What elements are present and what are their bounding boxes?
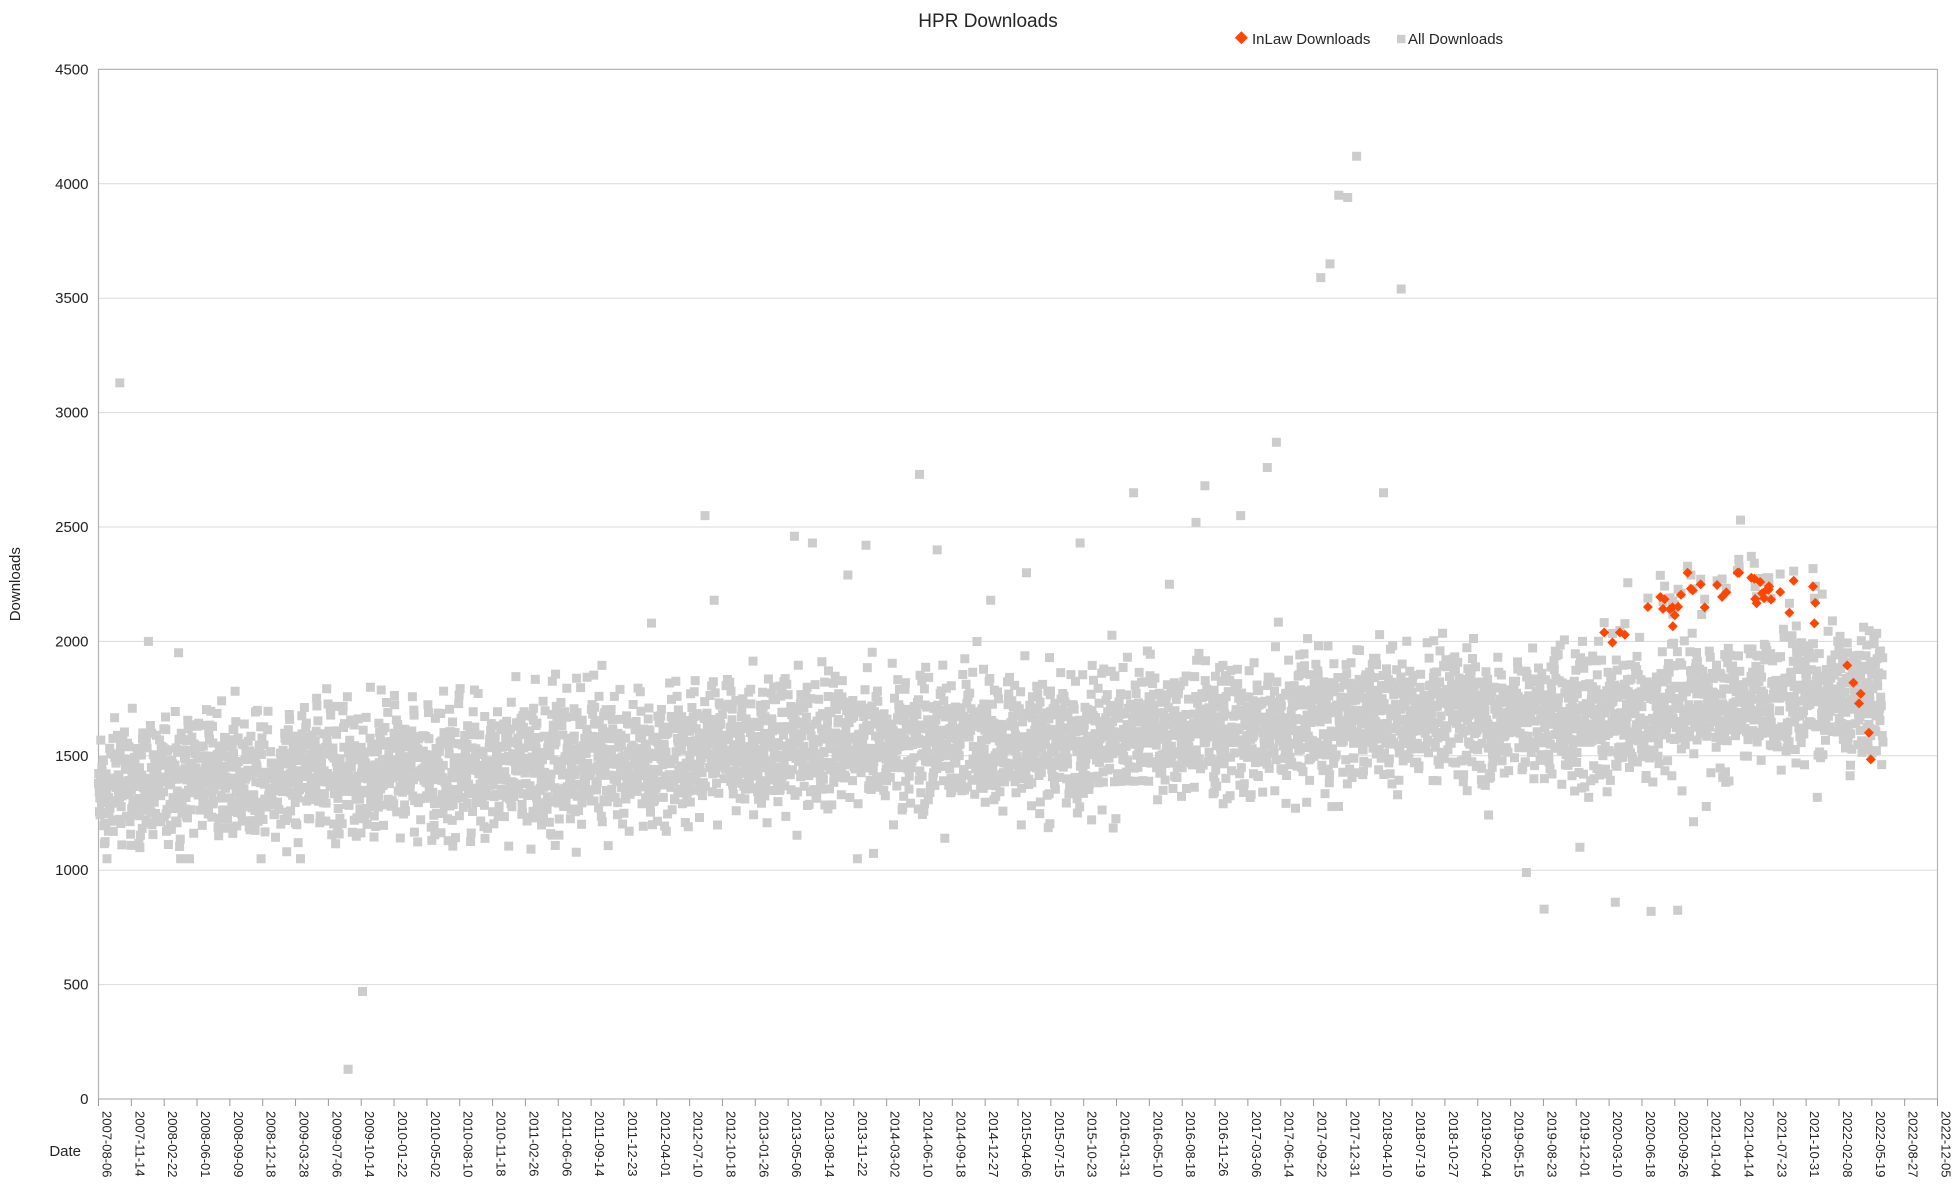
svg-text:2012-07-10: 2012-07-10 bbox=[691, 1111, 706, 1178]
svg-text:2014-03-02: 2014-03-02 bbox=[888, 1111, 903, 1178]
svg-text:2016-11-26: 2016-11-26 bbox=[1216, 1111, 1231, 1177]
svg-text:2011-12-23: 2011-12-23 bbox=[625, 1111, 640, 1177]
svg-text:3000: 3000 bbox=[55, 405, 88, 422]
svg-text:2010-11-18: 2010-11-18 bbox=[494, 1111, 509, 1177]
svg-text:2012-04-01: 2012-04-01 bbox=[658, 1111, 673, 1178]
svg-text:2021-01-04: 2021-01-04 bbox=[1709, 1111, 1724, 1178]
svg-text:500: 500 bbox=[63, 977, 88, 994]
svg-text:2011-09-14: 2011-09-14 bbox=[592, 1111, 607, 1177]
svg-text:2017-12-31: 2017-12-31 bbox=[1347, 1111, 1362, 1178]
svg-text:2020-09-26: 2020-09-26 bbox=[1676, 1111, 1691, 1178]
svg-text:2022-12-05: 2022-12-05 bbox=[1939, 1111, 1954, 1178]
svg-text:2020-03-10: 2020-03-10 bbox=[1610, 1111, 1625, 1178]
svg-text:2019-02-04: 2019-02-04 bbox=[1479, 1111, 1494, 1178]
svg-text:HPR Downloads: HPR Downloads bbox=[918, 11, 1057, 32]
svg-text:2011-02-26: 2011-02-26 bbox=[526, 1111, 541, 1177]
svg-text:2010-01-22: 2010-01-22 bbox=[395, 1111, 410, 1178]
svg-text:2021-04-14: 2021-04-14 bbox=[1741, 1111, 1756, 1178]
svg-text:2009-07-06: 2009-07-06 bbox=[329, 1111, 344, 1178]
svg-text:2013-01-26: 2013-01-26 bbox=[756, 1111, 771, 1178]
svg-text:4500: 4500 bbox=[55, 61, 88, 78]
svg-text:2021-07-23: 2021-07-23 bbox=[1774, 1111, 1789, 1178]
svg-text:2013-05-06: 2013-05-06 bbox=[789, 1111, 804, 1178]
svg-text:2016-01-31: 2016-01-31 bbox=[1118, 1111, 1133, 1178]
svg-text:Date: Date bbox=[49, 1143, 81, 1160]
svg-text:2015-07-15: 2015-07-15 bbox=[1052, 1111, 1067, 1178]
svg-text:2022-05-19: 2022-05-19 bbox=[1873, 1111, 1888, 1178]
svg-text:2008-09-09: 2008-09-09 bbox=[231, 1111, 246, 1178]
svg-text:2018-10-27: 2018-10-27 bbox=[1446, 1111, 1461, 1178]
svg-text:2009-03-28: 2009-03-28 bbox=[297, 1111, 312, 1178]
svg-text:1000: 1000 bbox=[55, 862, 88, 879]
svg-text:2013-11-22: 2013-11-22 bbox=[855, 1111, 870, 1177]
svg-text:2015-10-23: 2015-10-23 bbox=[1085, 1111, 1100, 1178]
svg-text:2011-06-06: 2011-06-06 bbox=[559, 1111, 574, 1177]
svg-text:InLaw Downloads: InLaw Downloads bbox=[1252, 31, 1370, 48]
svg-text:2014-12-27: 2014-12-27 bbox=[986, 1111, 1001, 1178]
svg-text:2019-12-01: 2019-12-01 bbox=[1577, 1111, 1592, 1178]
svg-text:2010-08-10: 2010-08-10 bbox=[461, 1111, 476, 1178]
svg-text:2014-09-18: 2014-09-18 bbox=[953, 1111, 968, 1178]
svg-text:2017-06-14: 2017-06-14 bbox=[1282, 1111, 1297, 1178]
svg-text:All Downloads: All Downloads bbox=[1408, 31, 1503, 48]
svg-text:2018-07-19: 2018-07-19 bbox=[1413, 1111, 1428, 1178]
svg-text:Downloads: Downloads bbox=[7, 547, 24, 621]
svg-text:2019-05-15: 2019-05-15 bbox=[1512, 1111, 1527, 1178]
svg-text:0: 0 bbox=[80, 1091, 88, 1108]
svg-text:2020-06-18: 2020-06-18 bbox=[1643, 1111, 1658, 1178]
svg-text:2017-09-22: 2017-09-22 bbox=[1315, 1111, 1330, 1178]
svg-text:4000: 4000 bbox=[55, 176, 88, 193]
svg-text:3500: 3500 bbox=[55, 290, 88, 307]
svg-text:1500: 1500 bbox=[55, 748, 88, 765]
svg-text:2007-08-06: 2007-08-06 bbox=[100, 1111, 115, 1178]
svg-text:2008-06-01: 2008-06-01 bbox=[198, 1111, 213, 1178]
svg-text:2000: 2000 bbox=[55, 633, 88, 650]
svg-text:2018-04-10: 2018-04-10 bbox=[1380, 1111, 1395, 1178]
svg-text:2013-08-14: 2013-08-14 bbox=[822, 1111, 837, 1178]
svg-text:2017-03-06: 2017-03-06 bbox=[1249, 1111, 1264, 1178]
svg-text:2021-10-31: 2021-10-31 bbox=[1807, 1111, 1822, 1178]
svg-text:2015-04-06: 2015-04-06 bbox=[1019, 1111, 1034, 1178]
svg-text:2008-02-22: 2008-02-22 bbox=[165, 1111, 180, 1178]
svg-text:2022-08-27: 2022-08-27 bbox=[1906, 1111, 1921, 1178]
svg-text:2007-11-14: 2007-11-14 bbox=[132, 1111, 147, 1177]
svg-text:2016-05-10: 2016-05-10 bbox=[1150, 1111, 1165, 1178]
svg-text:2500: 2500 bbox=[55, 519, 88, 536]
svg-text:2022-02-08: 2022-02-08 bbox=[1840, 1111, 1855, 1178]
svg-text:2009-10-14: 2009-10-14 bbox=[362, 1111, 377, 1178]
svg-text:2016-08-18: 2016-08-18 bbox=[1183, 1111, 1198, 1178]
svg-text:2019-08-23: 2019-08-23 bbox=[1544, 1111, 1559, 1178]
svg-text:2010-05-02: 2010-05-02 bbox=[428, 1111, 443, 1178]
svg-text:2014-06-10: 2014-06-10 bbox=[920, 1111, 935, 1178]
svg-text:2012-10-18: 2012-10-18 bbox=[723, 1111, 738, 1178]
svg-text:2008-12-18: 2008-12-18 bbox=[264, 1111, 279, 1178]
